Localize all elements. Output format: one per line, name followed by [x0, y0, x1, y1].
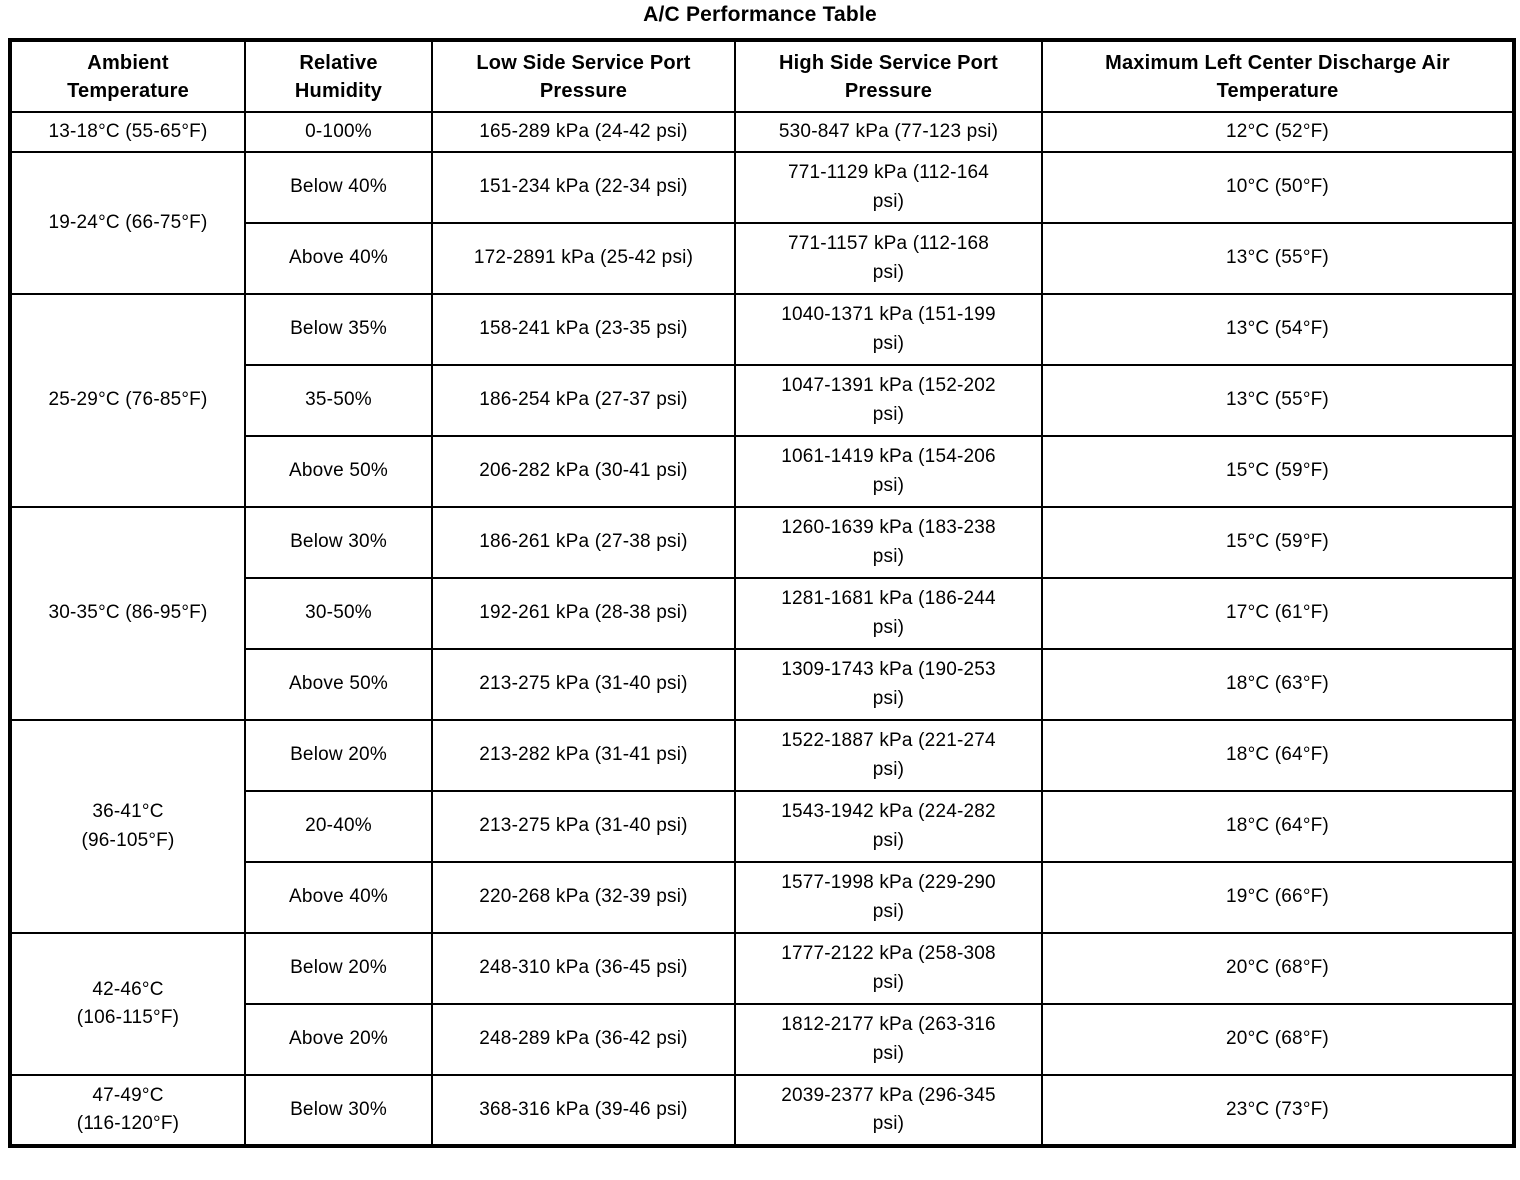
low-pressure-cell: 368-316 kPa (39-46 psi) — [431, 1074, 736, 1147]
header-row: Ambient Temperature Relative Humidity Lo… — [9, 39, 1515, 113]
low-pressure-cell: 192-261 kPa (28-38 psi) — [431, 577, 736, 650]
high-pressure-cell: 771-1157 kPa (112-168 psi) — [734, 222, 1043, 295]
low-pressure-cell: 186-254 kPa (27-37 psi) — [431, 364, 736, 437]
high-pressure-cell: 1543-1942 kPa (224-282 psi) — [734, 790, 1043, 863]
header-relative-humidity: Relative Humidity — [244, 39, 433, 113]
humidity-cell: Above 40% — [244, 861, 433, 934]
table-row: 30-35°C (86-95°F) Below 30% 186-261 kPa … — [9, 506, 1515, 721]
header-ambient-temperature: Ambient Temperature — [9, 39, 246, 113]
low-pressure-cell: 165-289 kPa (24-42 psi) — [431, 111, 736, 153]
ambient-cell: 13-18°C (55-65°F) — [9, 111, 246, 153]
high-pressure-cell: 1812-2177 kPa (263-316 psi) — [734, 1003, 1043, 1076]
table-row: 36-41°C (96-105°F) Below 20% 213-282 kPa… — [9, 719, 1515, 934]
discharge-temp-cell: 10°C (50°F) — [1041, 151, 1515, 224]
humidity-cell: 0-100% — [244, 111, 433, 153]
low-pressure-cell: 248-289 kPa (36-42 psi) — [431, 1003, 736, 1076]
page-title: A/C Performance Table — [643, 3, 877, 26]
ambient-cell: 19-24°C (66-75°F) — [9, 151, 246, 295]
high-pressure-cell: 1061-1419 kPa (154-206 psi) — [734, 435, 1043, 508]
table-row: Above 40% 220-268 kPa (32-39 psi) 1577-1… — [10, 861, 1515, 934]
discharge-temp-cell: 13°C (55°F) — [1041, 222, 1515, 295]
humidity-cell: Below 20% — [244, 719, 433, 792]
ambient-cell: 30-35°C (86-95°F) — [9, 506, 246, 721]
humidity-cell: Below 40% — [244, 151, 433, 224]
humidity-cell: 20-40% — [244, 790, 433, 863]
table-row: Above 50% 206-282 kPa (30-41 psi) 1061-1… — [10, 435, 1515, 508]
high-pressure-cell: 1047-1391 kPa (152-202 psi) — [734, 364, 1043, 437]
low-pressure-cell: 220-268 kPa (32-39 psi) — [431, 861, 736, 934]
ambient-cell: 25-29°C (76-85°F) — [9, 293, 246, 508]
discharge-temp-cell: 20°C (68°F) — [1041, 932, 1515, 1005]
discharge-temp-cell: 15°C (59°F) — [1041, 506, 1515, 579]
table-row: 25-29°C (76-85°F) Below 35% 158-241 kPa … — [9, 293, 1515, 508]
discharge-temp-cell: 15°C (59°F) — [1041, 435, 1515, 508]
high-pressure-cell: 530-847 kPa (77-123 psi) — [734, 111, 1043, 153]
ambient-cell: 36-41°C (96-105°F) — [9, 719, 246, 934]
discharge-temp-cell: 23°C (73°F) — [1041, 1074, 1515, 1147]
header-low-side-pressure: Low Side Service Port Pressure — [431, 39, 736, 113]
discharge-temp-cell: 12°C (52°F) — [1041, 111, 1515, 153]
table-row: Above 40% 172-2891 kPa (25-42 psi) 771-1… — [10, 222, 1515, 295]
table-row: Above 50% 213-275 kPa (31-40 psi) 1309-1… — [10, 648, 1515, 721]
ambient-cell: 47-49°C (116-120°F) — [9, 1074, 246, 1147]
high-pressure-cell: 1522-1887 kPa (221-274 psi) — [734, 719, 1043, 792]
table-row: 19-24°C (66-75°F) Below 40% 151-234 kPa … — [9, 151, 1515, 295]
humidity-cell: Above 50% — [244, 435, 433, 508]
high-pressure-cell: 1260-1639 kPa (183-238 psi) — [734, 506, 1043, 579]
low-pressure-cell: 206-282 kPa (30-41 psi) — [431, 435, 736, 508]
header-high-side-pressure: High Side Service Port Pressure — [734, 39, 1043, 113]
high-pressure-cell: 1309-1743 kPa (190-253 psi) — [734, 648, 1043, 721]
humidity-cell: Above 50% — [244, 648, 433, 721]
high-pressure-cell: 1777-2122 kPa (258-308 psi) — [734, 932, 1043, 1005]
discharge-temp-cell: 20°C (68°F) — [1041, 1003, 1515, 1076]
humidity-cell: Above 40% — [244, 222, 433, 295]
low-pressure-cell: 186-261 kPa (27-38 psi) — [431, 506, 736, 579]
table-row: 20-40% 213-275 kPa (31-40 psi) 1543-1942… — [10, 790, 1515, 863]
humidity-cell: Below 30% — [244, 506, 433, 579]
ambient-cell: 42-46°C (106-115°F) — [9, 932, 246, 1076]
discharge-temp-cell: 18°C (64°F) — [1041, 719, 1515, 792]
discharge-temp-cell: 18°C (64°F) — [1041, 790, 1515, 863]
humidity-cell: 30-50% — [244, 577, 433, 650]
table-row: 47-49°C (116-120°F) Below 30% 368-316 kP… — [9, 1074, 1515, 1147]
humidity-cell: Below 30% — [244, 1074, 433, 1147]
table-row: 35-50% 186-254 kPa (27-37 psi) 1047-1391… — [10, 364, 1515, 437]
discharge-temp-cell: 13°C (55°F) — [1041, 364, 1515, 437]
low-pressure-cell: 158-241 kPa (23-35 psi) — [431, 293, 736, 366]
humidity-cell: Below 20% — [244, 932, 433, 1005]
low-pressure-cell: 151-234 kPa (22-34 psi) — [431, 151, 736, 224]
ac-performance-table: Ambient Temperature Relative Humidity Lo… — [8, 38, 1516, 1148]
header-discharge-air-temperature: Maximum Left Center Discharge Air Temper… — [1041, 39, 1515, 113]
low-pressure-cell: 213-275 kPa (31-40 psi) — [431, 648, 736, 721]
high-pressure-cell: 1577-1998 kPa (229-290 psi) — [734, 861, 1043, 934]
discharge-temp-cell: 17°C (61°F) — [1041, 577, 1515, 650]
table-row: 13-18°C (55-65°F) 0-100% 165-289 kPa (24… — [9, 111, 1515, 153]
humidity-cell: Below 35% — [244, 293, 433, 366]
high-pressure-cell: 1281-1681 kPa (186-244 psi) — [734, 577, 1043, 650]
high-pressure-cell: 771-1129 kPa (112-164 psi) — [734, 151, 1043, 224]
humidity-cell: 35-50% — [244, 364, 433, 437]
high-pressure-cell: 1040-1371 kPa (151-199 psi) — [734, 293, 1043, 366]
low-pressure-cell: 248-310 kPa (36-45 psi) — [431, 932, 736, 1005]
low-pressure-cell: 213-275 kPa (31-40 psi) — [431, 790, 736, 863]
humidity-cell: Above 20% — [244, 1003, 433, 1076]
table-row: 30-50% 192-261 kPa (28-38 psi) 1281-1681… — [10, 577, 1515, 650]
table-row: 42-46°C (106-115°F) Below 20% 248-310 kP… — [9, 932, 1515, 1076]
discharge-temp-cell: 18°C (63°F) — [1041, 648, 1515, 721]
discharge-temp-cell: 19°C (66°F) — [1041, 861, 1515, 934]
low-pressure-cell: 213-282 kPa (31-41 psi) — [431, 719, 736, 792]
discharge-temp-cell: 13°C (54°F) — [1041, 293, 1515, 366]
high-pressure-cell: 2039-2377 kPa (296-345 psi) — [734, 1074, 1043, 1147]
low-pressure-cell: 172-2891 kPa (25-42 psi) — [431, 222, 736, 295]
table-row: Above 20% 248-289 kPa (36-42 psi) 1812-2… — [10, 1003, 1515, 1076]
